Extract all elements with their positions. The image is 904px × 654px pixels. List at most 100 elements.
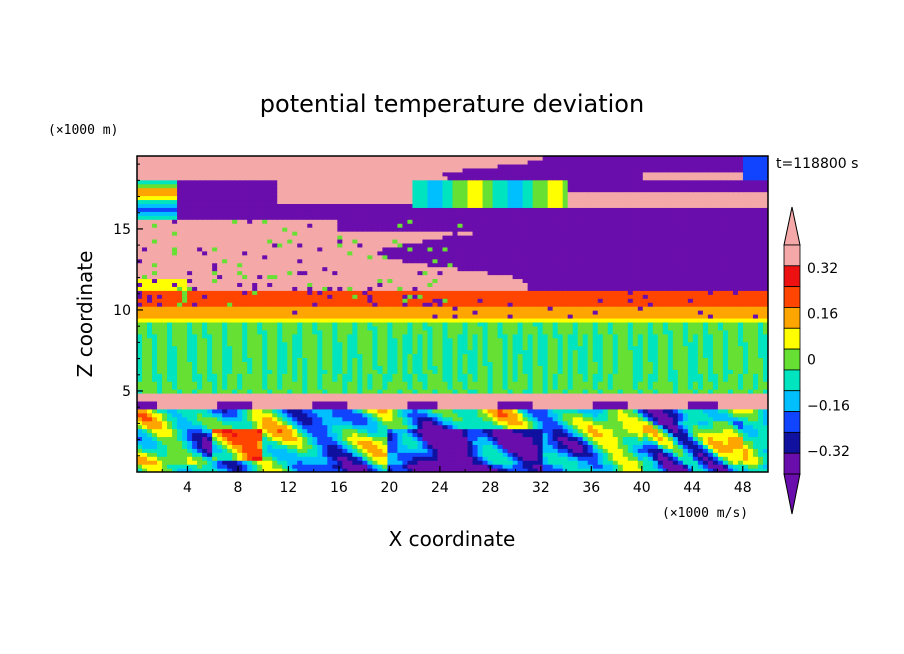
heatmap-cell (637, 408, 644, 414)
heatmap-cell (627, 412, 634, 418)
heatmap-cell (357, 408, 363, 414)
heatmap-cell (752, 420, 759, 426)
heatmap-cell (352, 464, 358, 469)
heatmap-cell (337, 416, 343, 422)
heatmap-cell (532, 341, 539, 347)
heatmap-cell (452, 460, 459, 465)
heatmap-cell (282, 321, 288, 327)
heatmap-cell (262, 404, 268, 410)
heatmap-cell (202, 444, 208, 449)
heatmap-cell (482, 349, 489, 355)
heatmap-cell (497, 444, 504, 449)
heatmap-cell (432, 393, 439, 398)
heatmap-cell (387, 325, 394, 331)
heatmap-cell (542, 329, 549, 335)
heatmap-cell (347, 468, 353, 472)
heatmap-cell (582, 337, 589, 343)
heatmap-cell (162, 393, 168, 398)
heatmap-cell (687, 369, 694, 374)
heatmap-cell (397, 460, 404, 465)
heatmap-cell (142, 337, 148, 343)
heatmap-cell (742, 349, 749, 355)
heatmap-cell (537, 424, 544, 430)
heatmap-cell (367, 400, 373, 406)
heatmap-cell (462, 353, 469, 359)
heatmap-cell (467, 389, 474, 394)
heatmap-cell (332, 357, 338, 362)
heatmap-cell (612, 404, 619, 410)
heatmap-cell (522, 373, 529, 378)
heatmap-cell (462, 373, 469, 378)
heatmap-cell (152, 389, 158, 394)
heatmap-cell (187, 464, 193, 469)
heatmap-cell (542, 416, 549, 422)
heatmap-cell (722, 317, 729, 323)
heatmap-cell (732, 460, 739, 465)
heatmap-cell (577, 424, 584, 430)
heatmap-cell (177, 468, 183, 472)
heatmap-cell (172, 333, 178, 339)
heatmap-cell (197, 452, 203, 457)
heatmap-cell (742, 396, 749, 402)
heatmap-cell (262, 412, 268, 418)
heatmap-cell (277, 444, 283, 449)
heatmap-cell (512, 325, 519, 331)
heatmap-cell (272, 329, 278, 335)
heatmap-cell (527, 353, 534, 359)
heatmap-cell (702, 337, 709, 343)
heatmap-cell (267, 325, 273, 331)
heatmap-cell (372, 400, 378, 406)
heatmap-cell (392, 329, 399, 335)
heatmap-cell (432, 456, 439, 461)
heatmap-cell (212, 412, 218, 418)
heatmap-cell (222, 337, 228, 343)
heatmap-cell (267, 456, 273, 461)
heatmap-cell (292, 373, 298, 378)
heatmap-cell (502, 361, 509, 366)
heatmap-cell (752, 373, 759, 378)
heatmap-cell (177, 321, 183, 327)
heatmap-cell (707, 404, 714, 410)
heatmap-cell (672, 424, 679, 430)
heatmap-cell (452, 381, 459, 386)
heatmap-cell (532, 385, 539, 390)
heatmap-cell (712, 456, 719, 461)
heatmap-cell (732, 456, 739, 461)
heatmap-cell (587, 321, 594, 327)
heatmap-cell (442, 448, 449, 453)
heatmap-cell (622, 381, 629, 386)
heatmap-cell (302, 373, 308, 378)
heatmap-cell (357, 428, 363, 434)
heatmap-cell (337, 369, 343, 374)
heatmap-cell (762, 396, 768, 402)
heatmap-cell (522, 357, 529, 362)
heatmap-cell (327, 361, 333, 366)
heatmap-cell (442, 377, 449, 382)
heatmap-cell (667, 468, 674, 472)
heatmap-cell (527, 420, 534, 426)
heatmap-cell (417, 393, 424, 398)
heatmap-cell (527, 389, 534, 394)
heatmap-cell (732, 341, 739, 347)
heatmap-cell (447, 416, 454, 422)
heatmap-cell (267, 317, 273, 323)
heatmap-cell (747, 381, 754, 386)
heatmap-cell (752, 329, 759, 335)
heatmap-cell (377, 412, 383, 418)
heatmap-cell (592, 341, 599, 347)
heatmap-cell (212, 448, 218, 453)
heatmap-cell (602, 420, 609, 426)
heatmap-cell (367, 396, 373, 402)
heatmap-cell (587, 357, 594, 362)
heatmap-cell (367, 436, 373, 441)
heatmap-cell (642, 345, 649, 351)
heatmap-cell (602, 333, 609, 339)
heatmap-cell (607, 412, 614, 418)
heatmap-cell (722, 321, 729, 327)
heatmap-cell (592, 337, 599, 343)
heatmap-cell (537, 412, 544, 418)
heatmap-cell (517, 396, 524, 402)
heatmap-cell (702, 329, 709, 335)
heatmap-cell (682, 428, 689, 434)
heatmap-cell (157, 424, 163, 430)
